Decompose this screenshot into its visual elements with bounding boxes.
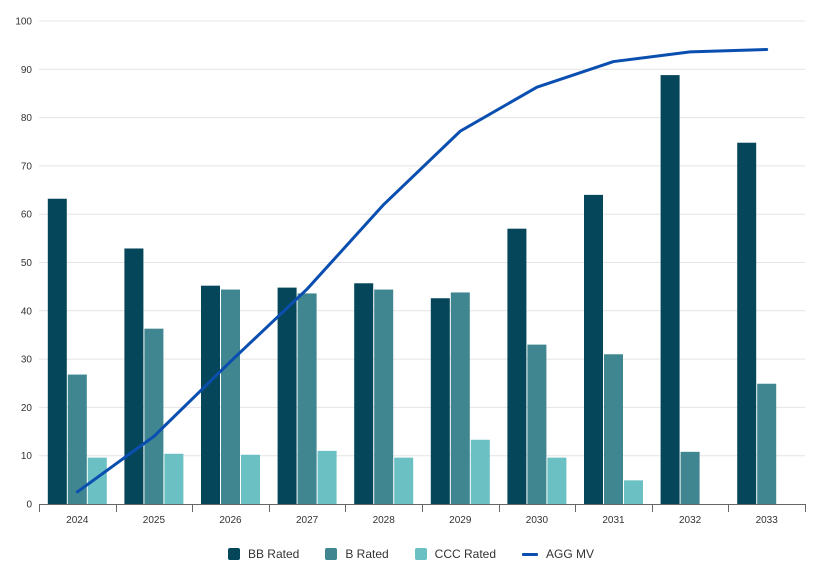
- bar-ccc-rated-2025: [164, 454, 183, 504]
- y-tick-label-100: 100: [15, 17, 32, 28]
- y-tick-label-70: 70: [21, 161, 33, 172]
- bar-b-rated-2029: [451, 292, 470, 504]
- bar-b-rated-2028: [374, 290, 393, 504]
- bar-b-rated-2031: [604, 354, 623, 504]
- legend-item-bb-rated[interactable]: BB Rated: [228, 547, 299, 561]
- legend-swatch-b-rated: [325, 548, 337, 560]
- bar-ccc-rated-2026: [241, 455, 260, 504]
- bar-ccc-rated-2031: [624, 480, 643, 504]
- legend-item-agg-mv[interactable]: AGG MV: [522, 547, 594, 561]
- x-tick-label-2029: 2029: [449, 515, 472, 526]
- legend-label-bb-rated: BB Rated: [248, 547, 299, 561]
- bar-bb-rated-2031: [584, 195, 603, 504]
- y-tick-label-10: 10: [21, 451, 33, 462]
- x-tick-label-2025: 2025: [143, 515, 166, 526]
- bar-ccc-rated-2028: [394, 458, 413, 504]
- x-tick-label-2030: 2030: [526, 515, 549, 526]
- bar-b-rated-2033: [757, 384, 776, 504]
- x-tick-label-2026: 2026: [219, 515, 242, 526]
- y-tick-label-30: 30: [21, 355, 33, 366]
- bar-bb-rated-2026: [201, 286, 220, 504]
- bar-ccc-rated-2029: [471, 440, 490, 504]
- x-tick-label-2033: 2033: [756, 515, 779, 526]
- y-tick-label-90: 90: [21, 65, 33, 76]
- legend-swatch-ccc-rated: [415, 548, 427, 560]
- bars: [48, 75, 776, 504]
- x-tick-label-2024: 2024: [66, 515, 89, 526]
- y-tick-label-80: 80: [21, 113, 33, 124]
- bar-bb-rated-2032: [661, 75, 680, 504]
- legend-label-agg-mv: AGG MV: [546, 547, 594, 561]
- legend-label-ccc-rated: CCC Rated: [435, 547, 496, 561]
- x-axis: 2024 2025 2026 2027 2028 2029 2030 2031 2032 2033: [39, 504, 806, 526]
- bar-bb-rated-2029: [431, 298, 450, 504]
- bar-b-rated-2024: [68, 375, 87, 504]
- bar-bb-rated-2025: [124, 248, 143, 504]
- bar-b-rated-2027: [298, 293, 317, 504]
- bar-bb-rated-2030: [507, 229, 526, 504]
- bar-bb-rated-2027: [278, 288, 297, 504]
- bar-ccc-rated-2030: [547, 458, 566, 504]
- bar-b-rated-2025: [144, 329, 163, 504]
- bar-bb-rated-2028: [354, 283, 373, 504]
- legend-item-ccc-rated[interactable]: CCC Rated: [415, 547, 496, 561]
- bar-bb-rated-2033: [737, 143, 756, 504]
- legend-item-b-rated[interactable]: B Rated: [325, 547, 388, 561]
- y-tick-label-40: 40: [21, 306, 33, 317]
- y-tick-label-60: 60: [21, 210, 33, 221]
- legend: BB Rated B Rated CCC Rated AGG MV: [0, 544, 822, 564]
- x-tick-label-2027: 2027: [296, 515, 319, 526]
- y-axis-ticks: 0 10 20 30 40 50 60 70 80 90 100: [15, 17, 32, 511]
- bar-bb-rated-2024: [48, 199, 67, 504]
- bar-b-rated-2026: [221, 290, 240, 504]
- legend-swatch-agg-mv: [522, 553, 538, 556]
- legend-swatch-bb-rated: [228, 548, 240, 560]
- bar-ccc-rated-2027: [318, 451, 337, 504]
- x-tick-label-2028: 2028: [373, 515, 396, 526]
- bar-b-rated-2030: [527, 345, 546, 504]
- y-tick-label-20: 20: [21, 403, 33, 414]
- y-tick-label-50: 50: [21, 258, 33, 269]
- x-tick-label-2031: 2031: [602, 515, 625, 526]
- bar-b-rated-2032: [681, 452, 700, 504]
- legend-label-b-rated: B Rated: [345, 547, 388, 561]
- y-tick-label-0: 0: [26, 500, 32, 511]
- x-tick-label-2032: 2032: [679, 515, 702, 526]
